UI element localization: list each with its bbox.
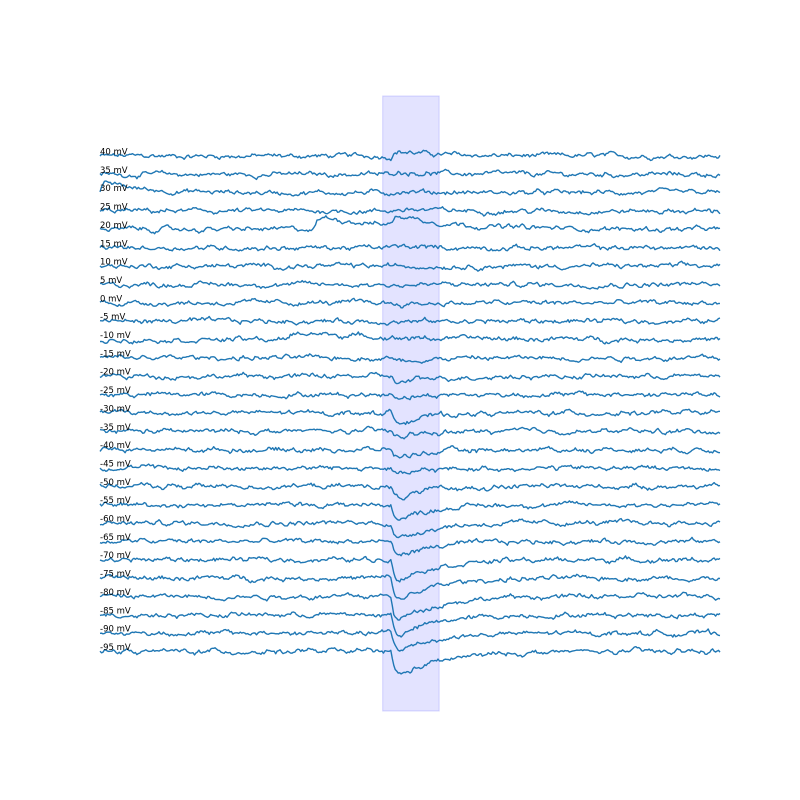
trace-label: 35 mV [100,166,128,176]
trace-line [99,243,721,252]
trace-label: -35 mV [100,423,131,433]
trace-layer [99,149,721,675]
trace-label: -20 mV [100,368,131,378]
trace-label: -55 mV [100,496,131,506]
trace-label: -60 mV [100,515,131,525]
trace-label: 25 mV [100,203,128,213]
trace-line [99,390,721,401]
trace-label: -90 mV [100,625,131,635]
trace-line [99,445,721,459]
trace-label: -5 mV [100,313,125,323]
trace-line [99,180,721,197]
trace-line [99,149,721,162]
trace-label: -45 mV [100,459,131,469]
trace-label: -50 mV [100,478,131,488]
trace-line [99,463,721,475]
trace-label: -80 mV [100,588,131,598]
trace-label: 30 mV [100,184,128,194]
trace-label: -25 mV [100,386,131,396]
trace-label: 0 mV [100,294,122,304]
trace-label-layer: 40 mV 35 mV 30 mV 25 mV 20 mV 15 mV 10 mV 5 mV 0… [100,148,131,653]
trace-line [99,279,721,290]
trace-label: -40 mV [100,441,131,451]
trace-label: -15 mV [100,349,131,359]
trace-line [99,297,721,309]
trace-line [99,517,721,539]
trace-line [99,481,721,501]
trace-line [99,425,721,440]
trace-line [99,215,721,235]
trace-label: 20 mV [100,221,128,231]
trace-line [99,591,721,621]
trace-label: -70 mV [100,551,131,561]
stimulus-window-layer [382,95,440,712]
trace-line [99,536,721,557]
trace-line [99,611,721,638]
trace-line [99,260,721,272]
trace-line [99,646,721,675]
trace-line [99,500,721,521]
trace-line [99,168,721,181]
trace-label: -30 mV [100,404,131,414]
trace-label: 10 mV [100,258,128,268]
trace-line [99,315,721,326]
trace-line [99,206,721,217]
trace-line [99,628,721,652]
trace-line [99,331,721,345]
stimulus-window [382,95,440,712]
trace-line [99,573,721,600]
trace-line [99,371,721,385]
trace-label: 40 mV [100,148,128,158]
trace-label: -85 mV [100,606,131,616]
trace-label: -75 mV [100,570,131,580]
trace-label: 15 mV [100,239,128,249]
trace-label: -65 mV [100,533,131,543]
trace-label: -95 mV [100,643,131,653]
trace-label: -10 mV [100,331,131,341]
trace-line [99,555,721,583]
trace-label: 5 mV [100,276,122,286]
trace-line [99,408,721,426]
trace-line [99,353,721,364]
